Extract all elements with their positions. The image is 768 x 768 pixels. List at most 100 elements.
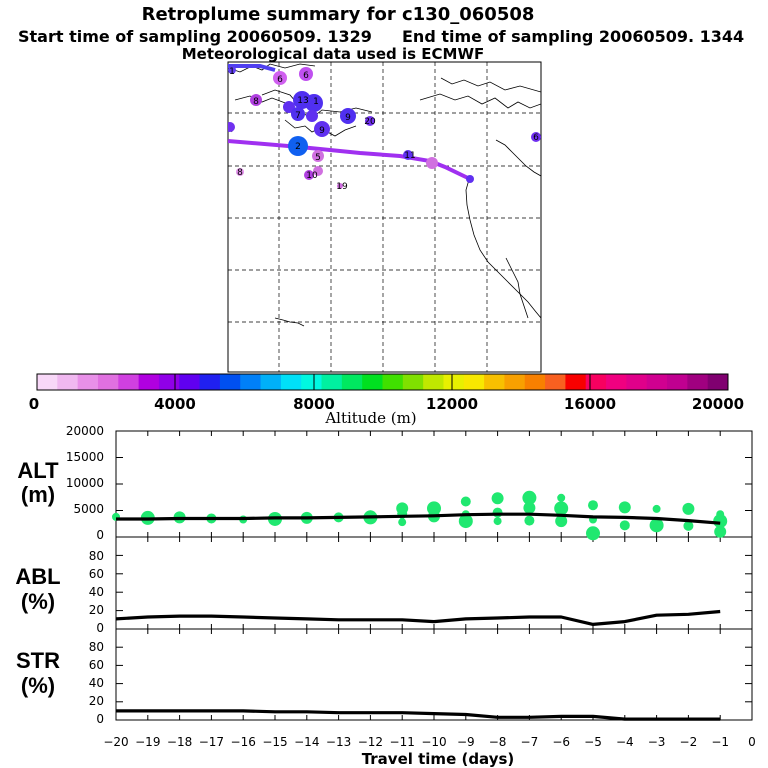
panel-frames [115,430,753,721]
x-tick-label: −16 [231,735,256,749]
alt-cluster-point [713,514,728,529]
map-cluster [273,71,287,85]
colorbar-frame [36,373,729,391]
colorbar-swatch [301,374,323,390]
map-cluster [291,107,305,121]
colorbar-tick: 4000 [154,395,196,413]
alt-unit: (m) [21,482,55,507]
map-label: 6 [533,133,539,143]
colorbar-tick: 8000 [293,395,335,413]
abl-tick: 80 [89,549,104,563]
alt-cluster-point [649,518,664,533]
x-tick-label: −10 [421,735,446,749]
met-data-label: Meteorological data used is ECMWF [182,45,485,63]
alt-cluster-point [652,504,661,513]
map-clusters [228,66,541,189]
alt-tick: 20000 [66,424,104,438]
colorbar-swatch [118,374,140,390]
map-cluster [299,67,313,81]
alt-cluster-point [398,518,407,527]
map-label: 6 [277,75,283,85]
colorbar-swatch [606,374,627,390]
x-axis-label: Travel time (days) [362,750,515,768]
colorbar-tick: 12000 [426,395,478,413]
x-tick-label: −17 [199,735,224,749]
x-tick-label: −8 [489,735,507,749]
map-label: 20 [364,117,376,127]
map-cluster [228,66,236,74]
map-label: 5 [315,153,321,163]
colorbar-swatch [97,374,119,390]
map-label: 8 [253,97,259,107]
map-cluster [306,110,318,122]
colorbar-swatch [321,374,343,390]
colorbar-swatch [179,374,201,390]
colorbar-swatch [260,374,282,390]
series-lines [115,512,721,721]
abl-tick: 20 [89,603,104,617]
alt-cluster-point [493,517,502,526]
x-tick-labels: −20 −19 −18 −17 −16 −15 −14 −13 −12 −11 −10 −9 −8 −7−… [103,735,755,749]
colorbar-swatch [280,374,302,390]
colorbar-swatch [158,374,180,390]
x-tick-label: 0 [748,735,756,749]
map-cluster [288,136,308,156]
x-tick-label: −2 [680,735,698,749]
str-unit: (%) [21,673,55,698]
colorbar-swatch [646,374,668,390]
alt-cluster-point [588,500,598,511]
alt-cluster-point [619,520,630,531]
map-label: 6 [303,71,309,81]
map-cluster-labels: 1 6 6 8 13 1 7 9 20 9 6 2 5 11 8 10 19 [229,67,539,192]
colorbar-swatch [484,374,505,390]
trajectory-path-north [228,64,276,72]
axis-ticks [115,430,753,721]
map-cluster [531,132,541,142]
colorbar-swatch [504,374,526,390]
map-cluster [313,166,323,176]
abl-tick: 0 [96,621,104,635]
abl-label: ABL [15,564,60,589]
x-tick-label: −9 [457,735,475,749]
x-tick-label: −18 [167,735,192,749]
colorbar-tick: 0 [29,395,39,413]
x-tick-label: −14 [294,735,319,749]
alt-cluster-point [460,496,471,507]
alt-tick: 10000 [66,476,104,490]
str-tick: 0 [96,712,104,726]
colorbar-swatch [402,374,424,390]
x-tick-label: −4 [616,735,634,749]
trajectory-map: 1 6 6 8 13 1 7 9 20 9 6 2 5 11 8 10 19 [227,61,542,373]
colorbar-swatch [199,374,221,390]
alt-cluster-point [524,515,535,526]
alt-cluster-point [522,490,537,505]
alt-cluster-point [557,493,566,502]
colorbar-swatch [219,374,241,390]
map-label: 2 [295,142,301,152]
colorbar-swatch [443,374,465,390]
panel-ylabels: ALT (m) ABL (%) STR (%) [15,458,60,698]
abl-tick: 40 [89,585,104,599]
x-tick-label: −7 [521,735,539,749]
x-tick-label: −12 [358,735,383,749]
alt-cluster-point [458,514,473,529]
colorbar-swatch [240,374,262,390]
colorbar-tick: 20000 [692,395,744,413]
colorbar-swatch [341,374,363,390]
colorbar-ticks: 0 4000 8000 12000 16000 20000 [29,395,744,413]
map-cluster [304,170,314,180]
map-cluster [466,175,474,183]
alt-cluster-point [555,515,568,528]
str-label: STR [16,648,60,673]
altitude-colorbar [36,373,729,391]
colorbar-swatch [626,374,648,390]
map-label: 7 [295,111,301,121]
colorbar-swatch [382,374,404,390]
str-tick: 40 [89,676,104,690]
alt-cluster-point [714,525,727,538]
map-cluster [340,108,356,124]
map-cluster [337,183,343,189]
abl-unit: (%) [21,589,55,614]
map-cluster [426,157,438,169]
alt-cluster-point [523,501,536,514]
